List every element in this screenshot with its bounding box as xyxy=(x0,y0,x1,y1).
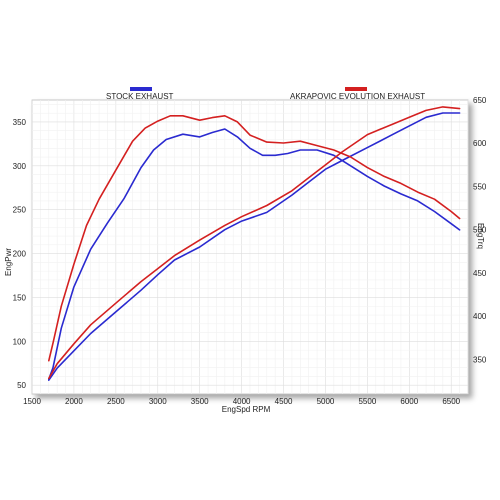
series-lines xyxy=(47,106,461,382)
legend: STOCK EXHAUST AKRAPOVIC EVOLUTION EXHAUS… xyxy=(106,87,425,101)
y-left-axis-title: EngPwr xyxy=(4,248,13,276)
x-tick-label: 6500 xyxy=(442,397,460,406)
x-tick-label: 6000 xyxy=(400,397,418,406)
y-right-tick-labels: 350 400 450 500 550 600 650 xyxy=(473,96,487,364)
legend-swatch-stock xyxy=(130,87,152,91)
x-tick-label: 1500 xyxy=(23,397,41,406)
x-tick-label: 2000 xyxy=(65,397,83,406)
akrapovic-torque-line xyxy=(47,106,461,380)
x-tick-label: 2500 xyxy=(107,397,125,406)
y-left-tick-label: 50 xyxy=(17,381,26,390)
x-tick-label: 3500 xyxy=(191,397,209,406)
legend-swatch-akrapovic xyxy=(345,87,367,91)
y-right-tick-label: 450 xyxy=(473,269,487,278)
grid xyxy=(31,100,469,394)
y-left-tick-label: 100 xyxy=(13,337,27,346)
y-right-tick-label: 600 xyxy=(473,139,487,148)
x-tick-label: 3000 xyxy=(149,397,167,406)
stock-torque-line xyxy=(47,112,461,382)
y-left-tick-label: 300 xyxy=(13,162,27,171)
y-left-tick-labels: 50 100 150 200 250 300 350 xyxy=(13,118,27,390)
x-tick-labels: 1500 2000 2500 3000 3500 4000 4500 5000 5500 6000… xyxy=(23,397,461,406)
y-right-tick-label: 650 xyxy=(473,96,487,105)
y-left-tick-label: 250 xyxy=(13,206,27,215)
akrapovic-power-line xyxy=(47,115,461,362)
y-right-tick-label: 550 xyxy=(473,182,487,191)
y-left-tick-label: 150 xyxy=(13,293,27,302)
y-right-axis-title: EngTrq xyxy=(476,223,485,249)
legend-label-akrapovic: AKRAPOVIC EVOLUTION EXHAUST xyxy=(290,92,425,101)
x-tick-label: 4500 xyxy=(275,397,293,406)
y-left-tick-label: 350 xyxy=(13,118,27,127)
legend-label-stock: STOCK EXHAUST xyxy=(106,92,174,101)
stock-power-line xyxy=(47,128,461,380)
y-right-tick-label: 350 xyxy=(473,355,487,364)
y-right-tick-label: 400 xyxy=(473,312,487,321)
x-tick-label: 4000 xyxy=(233,397,251,406)
x-tick-label: 5000 xyxy=(317,397,335,406)
x-tick-label: 5500 xyxy=(358,397,376,406)
y-right-tick-label: 500 xyxy=(473,226,487,235)
y-left-tick-label: 200 xyxy=(13,250,27,259)
x-axis-title: EngSpd RPM xyxy=(222,405,271,414)
